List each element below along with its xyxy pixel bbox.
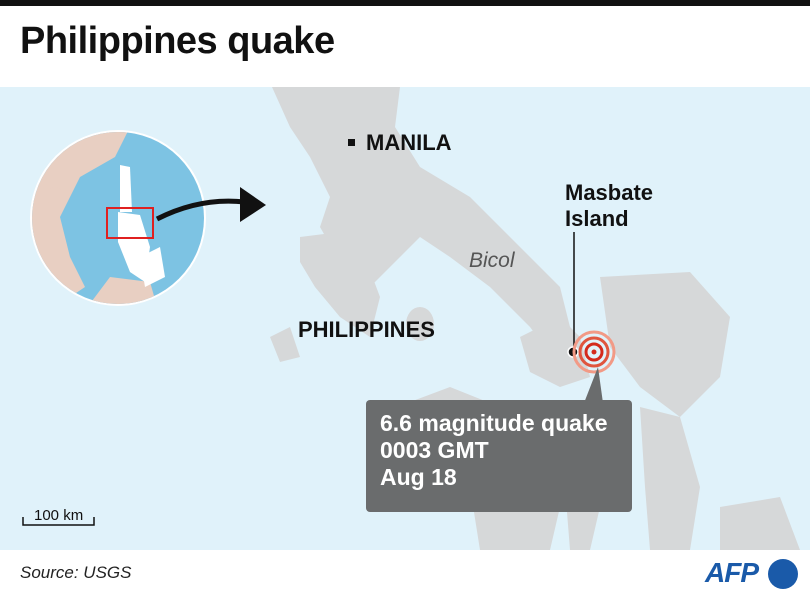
top-bar [0,0,810,6]
quake-callout: 6.6 magnitude quake 0003 GMT Aug 18 [366,400,632,512]
land-samar [600,272,730,417]
label-masbate-line2: Island [565,206,629,231]
callout-time: 0003 GMT [380,437,489,463]
land-masbate [520,317,590,387]
inset-locator [30,130,266,306]
epicenter-icon [572,330,616,374]
land-leyte [640,407,700,550]
arrow-icon [155,198,246,222]
land-mindoro [300,232,380,337]
label-manila: MANILA [366,130,452,155]
label-philippines: PHILIPPINES [298,317,435,342]
callout-date: Aug 18 [380,464,457,490]
page-title: Philippines quake [20,20,335,62]
scale-label: 100 km [34,507,84,524]
map: MANILA PHILIPPINES Bicol Masbate Island … [0,87,810,550]
manila-marker [348,139,355,146]
source-note: Source: USGS [20,563,132,582]
afp-logo-dot [768,559,798,589]
scale-bar [22,517,95,526]
label-masbate-line1: Masbate [565,180,654,205]
afp-logo: AFP [705,557,759,588]
label-bicol: Bicol [469,249,515,272]
callout-magnitude: 6.6 magnitude quake [380,410,608,436]
inset-highlight-box [106,207,154,239]
land-luzon [272,87,575,367]
label-masbate: Masbate Island [565,180,653,232]
